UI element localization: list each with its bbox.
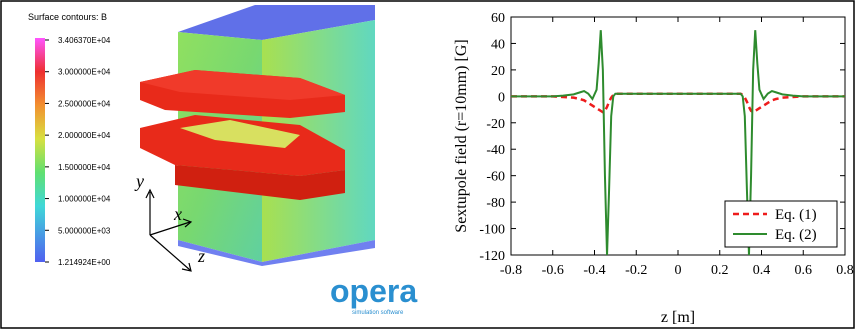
logo-subtitle: simulation software (352, 310, 404, 316)
triad-label: z (197, 246, 205, 266)
colorbar-label: 5.000000E+03 (58, 226, 111, 235)
colorbar-label: 2.000000E+04 (58, 131, 111, 140)
colorbar-label: 1.000000E+04 (58, 195, 111, 204)
y-tick-label: -100 (479, 223, 505, 238)
x-tick-label: 0.6 (795, 263, 813, 278)
chart: -120 -100 -80 -60 -40 -20 0 20 40 60 -0.8 -0.6 -0.4 -… (453, 11, 854, 326)
triad-label: x (173, 204, 182, 224)
colorbar-label: 2.500000E+04 (58, 99, 111, 108)
colorbar-labels: 3.406370E+04 3.000000E+04 2.500000E+04 2.00… (45, 36, 111, 267)
y-tick-label: 20 (491, 64, 505, 79)
x-tick-label: 0 (675, 263, 682, 278)
colorbar-label: 3.406370E+04 (58, 36, 111, 45)
y-tick-label: -120 (479, 249, 505, 264)
y-tick-label: -80 (486, 196, 505, 211)
legend-label: Eq. (2) (775, 227, 817, 243)
y-tick-label: 60 (491, 11, 505, 26)
legend-label: Eq. (1) (775, 207, 817, 223)
y-tick-label: -20 (486, 117, 505, 132)
figure: Surface contours: B 3.406370E+04 3.000000… (0, 0, 856, 330)
x-axis-label: z [m] (661, 309, 695, 326)
y-axis-label: Sextupole field (r=10mm) [G] (453, 39, 470, 232)
x-tick-label: -0.8 (500, 263, 522, 278)
x-tick-label: -0.4 (583, 263, 605, 278)
colorbar-label: 1.500000E+04 (58, 163, 111, 172)
logo: opera (330, 273, 417, 309)
x-tick-label: 0.4 (753, 263, 771, 278)
y-tick-label: -60 (486, 170, 505, 185)
y-tick-label: 0 (498, 90, 505, 105)
colorbar-label: 1.214924E+00 (58, 258, 111, 267)
x-tick-label: 0.8 (836, 263, 854, 278)
x-tick-label: 0.2 (711, 263, 729, 278)
frame (1, 1, 854, 328)
triad-label: y (134, 171, 144, 191)
y-tick-label: -40 (486, 143, 505, 158)
x-tick-label: -0.6 (542, 263, 564, 278)
colorbar-title: Surface contours: B (28, 12, 107, 22)
y-tick-label: 40 (491, 37, 505, 52)
colorbar-label: 3.000000E+04 (58, 68, 111, 77)
x-tick-label: -0.2 (625, 263, 647, 278)
colorbar (35, 38, 45, 262)
coils (140, 70, 345, 200)
